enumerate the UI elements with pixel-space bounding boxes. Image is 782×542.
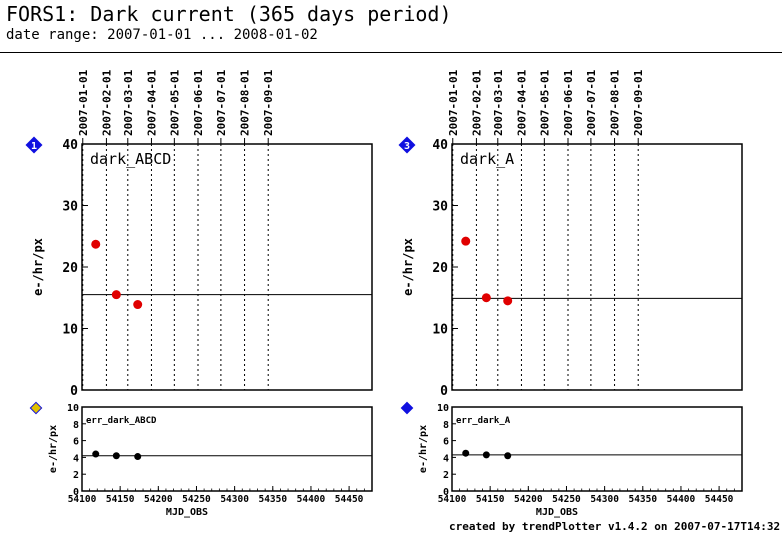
panel2-data-point	[503, 296, 513, 306]
credit-line: created by trendPlotter v1.4.2 on 2007-0…	[449, 520, 782, 533]
panel1-y-axis-label: e-/hr/px	[31, 238, 45, 296]
panel2-date-label: 2007-05-01	[538, 69, 551, 136]
panel1-data-point	[133, 300, 143, 310]
panel1-err-y-tick-label: 4	[73, 453, 79, 464]
panel2-panel-badge-number: 3	[404, 141, 410, 152]
panel2-err-series-label: err_dark_A	[456, 416, 511, 426]
panel1-err-y-tick-label: 10	[67, 403, 79, 414]
panel1-err-y-tick-label: 8	[73, 420, 79, 431]
panel2-date-label: 2007-03-01	[492, 69, 505, 136]
panel2-err-data-point	[482, 451, 490, 459]
panel1-err-data-point	[134, 453, 142, 461]
panel2-x-tick-label: 54450	[705, 494, 734, 505]
panel2-y-axis-label: e-/hr/px	[401, 238, 415, 296]
panel1-y-tick-label: 30	[62, 200, 78, 215]
panel1-x-tick-label: 54250	[182, 494, 211, 505]
panel1-date-label: 2007-03-01	[122, 69, 135, 136]
panel1-err-y-tick-label: 0	[73, 487, 79, 498]
panel2-data-point	[481, 293, 491, 303]
panel1-top-frame	[81, 143, 373, 391]
panel2-err-badge-diamond-icon	[400, 401, 414, 415]
header-divider	[0, 52, 782, 53]
panel2-y-tick-label: 20	[432, 261, 448, 276]
panel1-date-label: 2007-08-01	[239, 69, 252, 136]
panel2-panel-badge-diamond-icon	[398, 136, 416, 154]
page-title: FORS1: Dark current (365 days period)	[6, 2, 452, 26]
panel2-top-frame	[451, 143, 743, 391]
panel2-y-tick-label: 0	[440, 384, 448, 399]
panel1-panel-badge-number: 1	[31, 141, 37, 152]
panel2-err-y-tick-label: 6	[443, 437, 449, 448]
panel2-x-axis-label: MJD_OBS	[536, 507, 578, 518]
panel1-err-series-label: err_dark_ABCD	[86, 416, 157, 426]
panel2-x-tick-label: 54350	[628, 494, 657, 505]
panel2-x-tick-label: 54250	[552, 494, 581, 505]
panel2-err-y-axis-label: e-/hr/px	[418, 425, 429, 473]
panel2-x-tick-label: 54200	[514, 494, 543, 505]
panel2-date-label: 2007-02-01	[470, 69, 483, 136]
panel1-x-tick-label: 54100	[68, 494, 97, 505]
panel1-x-tick-label: 54450	[335, 494, 364, 505]
panel2-data-point	[461, 236, 471, 246]
panel1-y-tick-label: 0	[70, 384, 78, 399]
panel2-err-y-tick-label: 0	[443, 487, 449, 498]
panel2-date-label: 2007-09-01	[632, 69, 645, 136]
panel1-x-tick-label: 54400	[297, 494, 326, 505]
panel1-date-label: 2007-09-01	[262, 69, 275, 136]
panel1-y-tick-label: 20	[62, 261, 78, 276]
panel1-err-y-tick-label: 2	[73, 470, 79, 481]
panel1-series-label: dark_ABCD	[90, 150, 171, 168]
panel1-x-tick-label: 54300	[220, 494, 249, 505]
panel2-err-y-tick-label: 8	[443, 420, 449, 431]
panel1-date-label: 2007-01-01	[77, 69, 90, 136]
panel1-x-tick-label: 54200	[144, 494, 173, 505]
panel1-err-data-point	[112, 452, 120, 460]
panel2-err-data-point	[504, 452, 512, 460]
panel2-date-label: 2007-06-01	[562, 69, 575, 136]
panel2-date-label: 2007-08-01	[609, 69, 622, 136]
panel1-x-axis-label: MJD_OBS	[166, 507, 208, 518]
panel2-series-label: dark_A	[460, 150, 514, 168]
panel2-err-y-tick-label: 4	[443, 453, 449, 464]
panel2-x-tick-label: 54400	[667, 494, 696, 505]
panel1-date-label: 2007-07-01	[215, 69, 228, 136]
panel1-err-y-axis-label: e-/hr/px	[48, 425, 59, 473]
panel2-y-tick-label: 40	[432, 138, 448, 153]
panel2-y-tick-label: 30	[432, 200, 448, 215]
panel2-x-tick-label: 54150	[476, 494, 505, 505]
panel1-date-label: 2007-05-01	[168, 69, 181, 136]
panel1-err-y-tick-label: 6	[73, 437, 79, 448]
panel2-x-tick-label: 54100	[438, 494, 467, 505]
panel1-date-label: 2007-02-01	[100, 69, 113, 136]
panel1-x-tick-label: 54150	[106, 494, 135, 505]
panel1-y-tick-label: 10	[62, 323, 78, 338]
panel1-date-label: 2007-04-01	[145, 69, 158, 136]
panel1-data-point	[111, 290, 121, 300]
panel2-err-y-tick-label: 10	[437, 403, 449, 414]
panel2-date-label: 2007-01-01	[447, 69, 460, 136]
panel2-err-y-tick-label: 2	[443, 470, 449, 481]
panel1-y-tick-label: 40	[62, 138, 78, 153]
panel2-y-tick-label: 10	[432, 323, 448, 338]
panel1-err-badge-diamond-icon	[29, 401, 43, 415]
panel1-x-tick-label: 54350	[258, 494, 287, 505]
panel2-date-label: 2007-07-01	[585, 69, 598, 136]
panel2-date-label: 2007-04-01	[515, 69, 528, 136]
panel1-date-label: 2007-06-01	[192, 69, 205, 136]
date-range-subtitle: date range: 2007-01-01 ... 2008-01-02	[6, 27, 318, 43]
panel1-err-data-point	[92, 450, 100, 458]
panel1-data-point	[91, 239, 101, 249]
panel2-err-data-point	[462, 449, 470, 457]
panel2-x-tick-label: 54300	[590, 494, 619, 505]
